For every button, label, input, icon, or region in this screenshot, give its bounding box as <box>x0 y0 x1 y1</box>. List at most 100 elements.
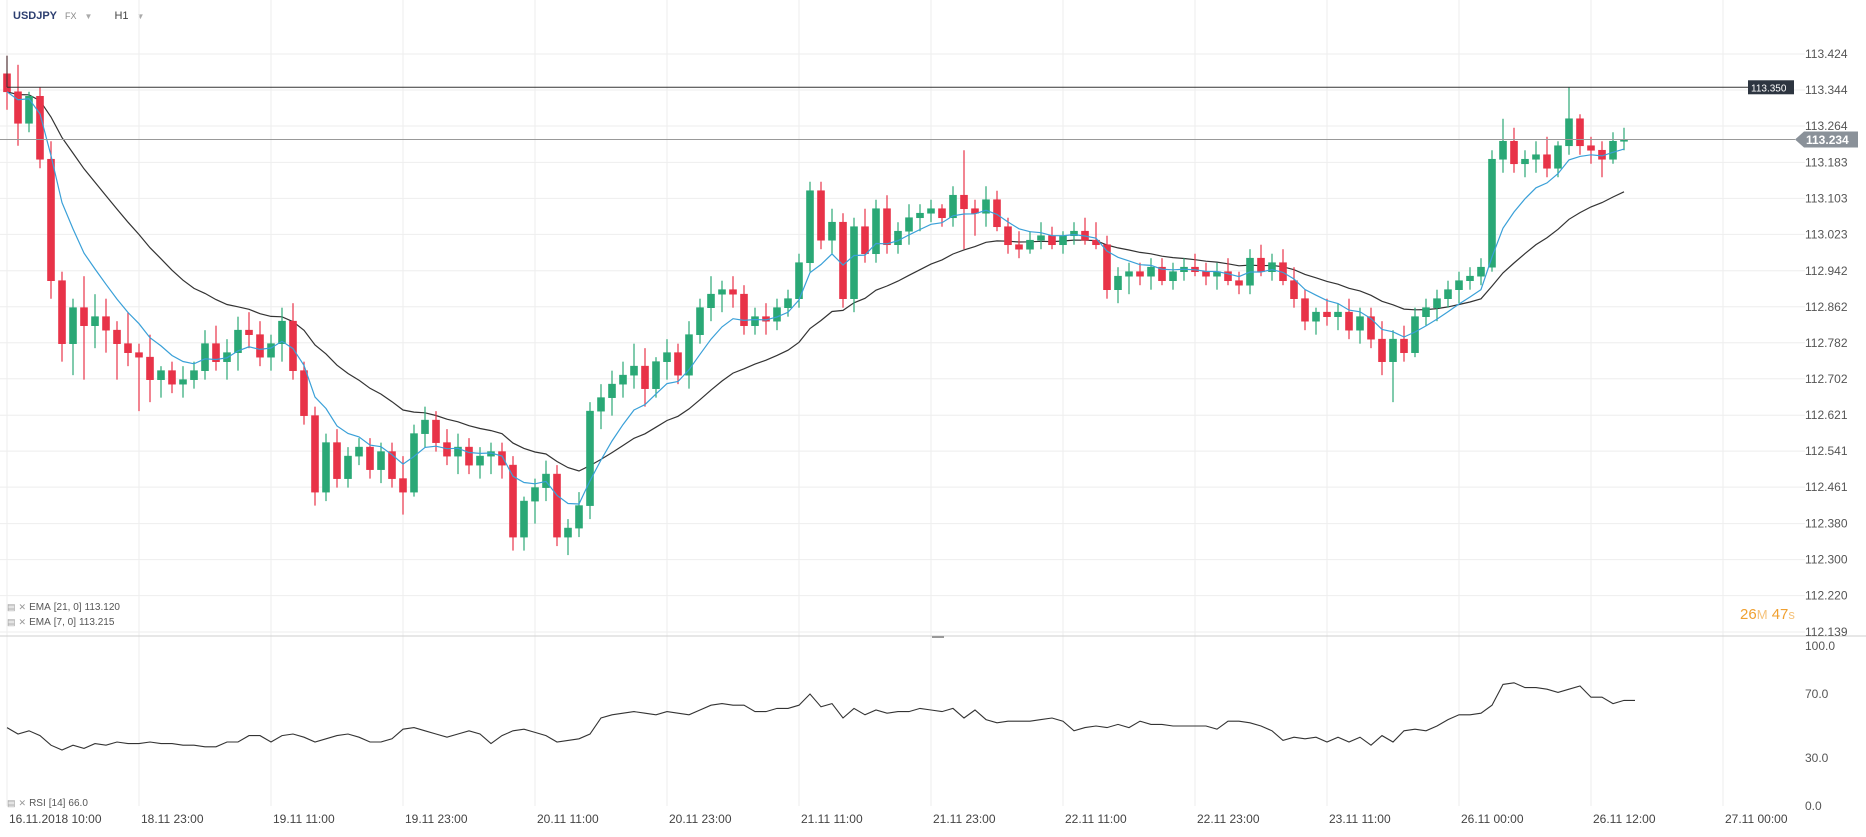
indicator-settings-icon[interactable]: ▤ <box>7 798 16 808</box>
candle-body <box>1455 280 1463 290</box>
high-marker-tag <box>1748 80 1794 95</box>
candle-body <box>773 307 781 322</box>
candle-body <box>685 334 693 376</box>
candle-body <box>278 320 286 344</box>
grid <box>0 0 1866 806</box>
candle-body <box>1345 311 1353 331</box>
countdown-seconds: 47 <box>1771 606 1789 623</box>
price-tick-label: 112.782 <box>1805 336 1848 350</box>
candle-body <box>663 352 671 362</box>
ema7-legend[interactable]: ▤ ✕ EMA [7, 0] 113.215 <box>7 617 114 628</box>
candle-body <box>564 527 572 538</box>
candle-body <box>1312 311 1320 322</box>
candle-body <box>850 226 858 299</box>
candle-body <box>1323 311 1331 317</box>
candle-body <box>1202 271 1210 277</box>
candle-body <box>982 199 990 214</box>
candle-body <box>289 320 297 371</box>
candle-body <box>1037 235 1045 241</box>
current-price-tag <box>1795 131 1858 148</box>
candle-body <box>366 446 374 470</box>
candle-body <box>443 442 451 457</box>
candle-body <box>652 361 660 389</box>
candle-body <box>234 329 242 353</box>
candle-body <box>1499 140 1507 160</box>
close-icon[interactable]: ✕ <box>18 798 27 808</box>
candle-body <box>619 374 627 385</box>
candle-body <box>476 455 484 466</box>
candle-body <box>80 307 88 326</box>
candle-body <box>344 455 352 479</box>
candle-body <box>1048 235 1056 246</box>
candle-body <box>905 217 913 232</box>
rsi-legend[interactable]: ▤ ✕ RSI [14] 66.0 <box>7 798 88 809</box>
ema21-legend-value: 113.120 <box>84 602 120 613</box>
rsi-tick-label: 100.0 <box>1805 639 1835 653</box>
candle-body <box>322 442 330 493</box>
candle-body <box>1136 271 1144 277</box>
rsi-tick-label: 30.0 <box>1805 751 1829 765</box>
candle-body <box>267 343 275 358</box>
candle-countdown: 26M 47s <box>1740 606 1795 623</box>
candle-body <box>1378 338 1386 362</box>
candle-body <box>1356 316 1364 331</box>
candle-body <box>718 289 726 295</box>
candle-body <box>399 478 407 493</box>
candle-body <box>1147 266 1155 277</box>
time-tick-label: 20.11 11:00 <box>537 812 599 826</box>
ema21-legend-params: [21, 0] <box>53 602 82 613</box>
candle-body <box>1466 275 1474 282</box>
price-tick-label: 113.103 <box>1805 191 1848 205</box>
candle-body <box>1477 266 1485 277</box>
candle-body <box>102 316 110 331</box>
candle-body <box>883 208 891 246</box>
candle-body <box>630 365 638 376</box>
candle-body <box>1114 275 1122 290</box>
close-icon[interactable]: ✕ <box>18 617 27 627</box>
candle-body <box>806 190 814 264</box>
candle-body <box>1004 226 1012 246</box>
price-tick-label: 113.424 <box>1805 47 1848 61</box>
ema7-legend-label: EMA <box>29 617 51 628</box>
ema21-legend-label: EMA <box>29 602 51 613</box>
candle-body <box>1125 271 1133 277</box>
indicator-settings-icon[interactable]: ▤ <box>7 602 16 612</box>
symbol-label[interactable]: USDJPY <box>13 10 58 22</box>
candle-body <box>1103 244 1111 290</box>
time-tick-label: 26.11 12:00 <box>1593 812 1656 826</box>
time-tick-label: 19.11 11:00 <box>273 812 335 826</box>
candle-body <box>113 329 121 344</box>
timeframe-selector[interactable]: H1 <box>114 10 129 22</box>
candle-body <box>245 329 253 335</box>
candle-body <box>828 221 836 241</box>
time-tick-label: 22.11 23:00 <box>1197 812 1260 826</box>
candle-body <box>333 442 341 479</box>
rsi-tick-label: 0.0 <box>1805 799 1822 813</box>
close-icon[interactable]: ✕ <box>18 602 27 612</box>
candle-body <box>355 446 363 457</box>
timeframe-chevron-down-icon[interactable]: ▼ <box>136 11 145 21</box>
candle-body <box>91 316 99 326</box>
rsi-polyline <box>6 682 1635 751</box>
candle-body <box>872 208 880 255</box>
candle-body <box>597 397 605 412</box>
price-tick-label: 112.139 <box>1805 625 1848 639</box>
market-dropdown-chevron-down-icon[interactable]: ▼ <box>84 11 93 21</box>
price-tick-label: 112.380 <box>1805 517 1848 531</box>
candle-body <box>531 487 539 502</box>
candle-body <box>124 343 132 353</box>
price-axis[interactable]: 113.424 113.344 113.264 113.183 113.103 113.0… <box>1805 47 1848 639</box>
candle-body <box>575 505 583 529</box>
candle-body <box>14 91 22 124</box>
ema7-polyline <box>6 91 1625 505</box>
candle-body <box>47 158 55 282</box>
candle-body <box>1488 158 1496 268</box>
candle-body <box>894 230 902 246</box>
price-tick-label: 113.023 <box>1805 227 1848 241</box>
candle-body <box>1334 311 1342 317</box>
time-axis[interactable]: 16.11.2018 10:00 18.11 23:00 19.11 11:00 19… <box>9 812 1788 826</box>
candle-body <box>861 226 869 255</box>
ema21-legend[interactable]: ▤ ✕ EMA [21, 0] 113.120 <box>7 602 120 613</box>
indicator-settings-icon[interactable]: ▤ <box>7 617 16 627</box>
